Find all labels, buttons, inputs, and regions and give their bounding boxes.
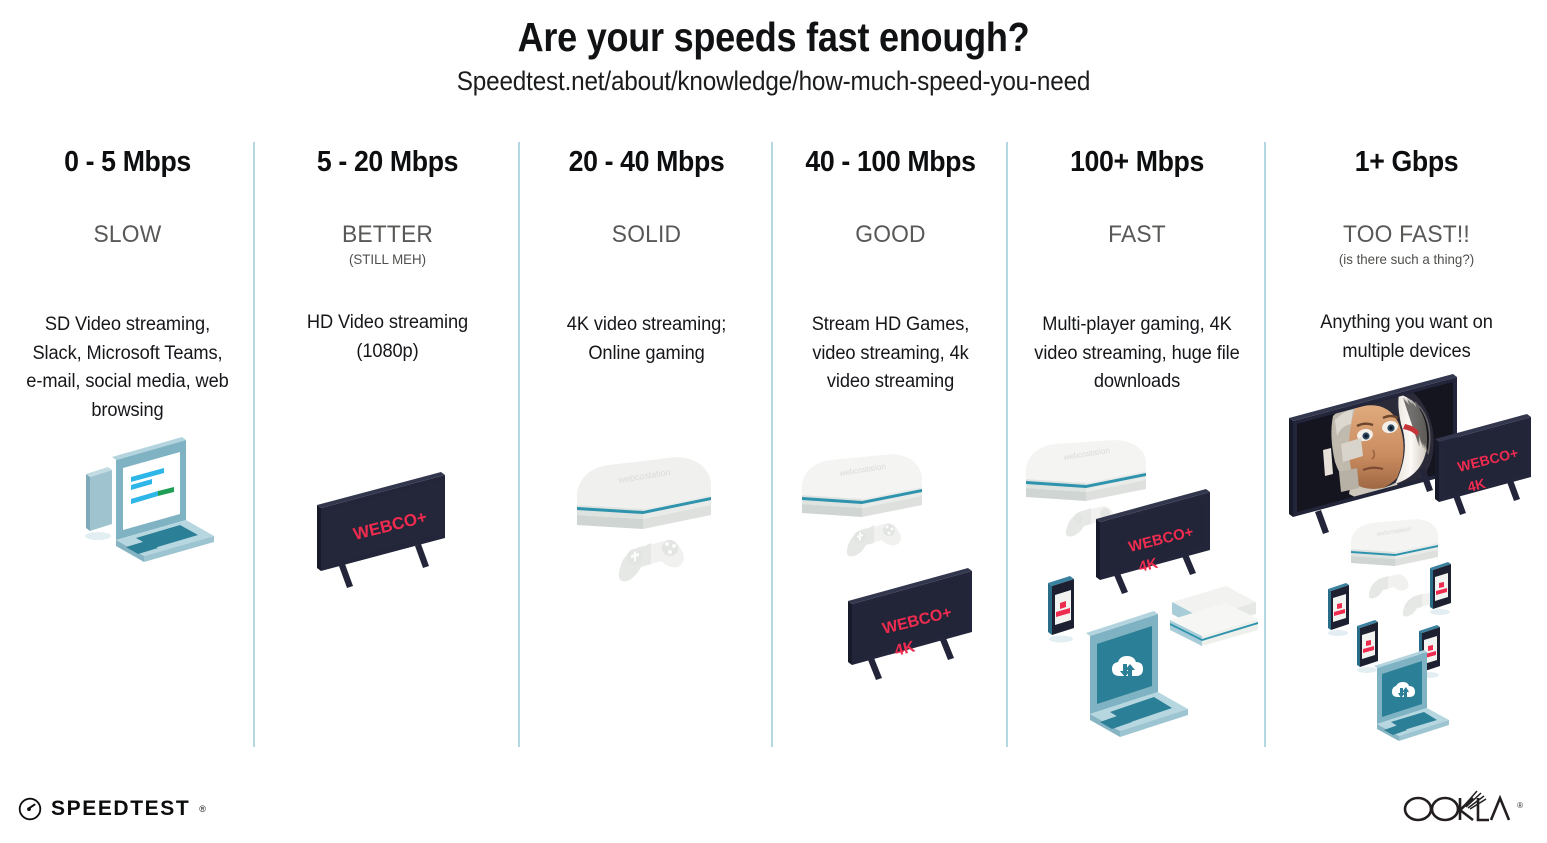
speed-tier-column-6: 1+ Gbps TOO FAST!! (is there such a thin… [1266, 132, 1547, 742]
column-divider [771, 142, 773, 747]
speed-range-label: 1+ Gbps [1354, 146, 1459, 178]
usage-description: HD Video streaming (1080p) [306, 312, 469, 362]
speed-range-label: 5 - 20 Mbps [316, 146, 459, 178]
illustration-laptop-phone [0, 432, 255, 592]
illustration-multi-device: webcostation WEBCO+ [1008, 440, 1266, 737]
page-subtitle: Speedtest.net/about/knowledge/how-much-s… [456, 66, 1091, 96]
footer: SPEEDTEST ® [0, 773, 1547, 843]
ookla-wordmark [1403, 790, 1511, 822]
speed-range-label: 0 - 5 Mbps [64, 146, 191, 178]
illustration-everything: WEBCO+ 4K webcostation [1266, 332, 1547, 741]
controller-icon [1368, 574, 1409, 599]
phone-icon [1430, 562, 1451, 615]
illustration-tv: WEBCO+ [255, 470, 520, 600]
tv-icon: WEBCO+ [316, 472, 445, 588]
illustration-console-controller: webcostation [520, 457, 773, 597]
laptop-icon [1086, 611, 1188, 737]
speed-range-label: 100+ Mbps [1070, 146, 1204, 178]
console-icon: webcostation [1026, 440, 1146, 501]
rating-label: FAST [1108, 221, 1166, 248]
laptop-icon [111, 437, 214, 562]
controller-icon [846, 523, 901, 557]
usage-description: Multi-player gaming, 4K video streaming,… [1034, 314, 1240, 392]
tv-4k-icon: WEBCO+ 4K [848, 568, 972, 680]
illustration-console-controller-tv4k: webcostation [773, 454, 1008, 680]
column-divider [518, 142, 520, 747]
speed-range-label: 40 - 100 Mbps [805, 146, 976, 178]
tv-4k-icon: WEBCO+ 4K [1096, 489, 1210, 594]
router-icon [1170, 586, 1258, 646]
controller-icon [1065, 506, 1115, 537]
phone-icon [1048, 576, 1074, 643]
phone-icon [84, 467, 112, 540]
tv-resolution-text: 4K [1137, 555, 1160, 576]
controller-icon [618, 540, 684, 582]
rating-sublabel: (is there such a thing?) [1338, 251, 1475, 267]
column-divider [1264, 142, 1266, 747]
console-icon: webcostation [1351, 519, 1438, 566]
column-divider [253, 142, 255, 747]
tv-resolution-text: 4K [1466, 475, 1487, 495]
speed-tier-column-4: 40 - 100 Mbps GOOD Stream HD Games, vide… [773, 132, 1008, 747]
rating-label: GOOD [855, 221, 926, 248]
ookla-logo: ® [1403, 789, 1523, 823]
speed-tier-column-1: 0 - 5 Mbps SLOW SD Video streaming, Slac… [0, 132, 255, 747]
speed-tier-column-5: 100+ Mbps FAST Multi-player gaming, 4K v… [1008, 132, 1266, 747]
phone-icon [1328, 583, 1349, 636]
laptop-icon [1374, 650, 1449, 741]
speed-tier-column-3: 20 - 40 Mbps SOLID 4K video streaming; O… [520, 132, 773, 747]
rating-label: SOLID [611, 221, 682, 248]
speedtest-trademark: ® [199, 804, 206, 814]
speedometer-icon [18, 797, 42, 821]
phone-icon [1357, 620, 1378, 673]
speed-tier-columns: 0 - 5 Mbps SLOW SD Video streaming, Slac… [0, 132, 1547, 747]
tv-resolution-text: 4K [893, 638, 917, 660]
console-icon: webcostation [802, 454, 922, 517]
rating-label: SLOW [93, 221, 162, 248]
console-icon: webcostation [576, 457, 711, 529]
usage-description: SD Video streaming, Slack, Microsoft Tea… [26, 314, 229, 421]
speed-tier-column-2: 5 - 20 Mbps BETTER (STILL MEH) HD Video … [255, 132, 520, 747]
rating-sublabel: (STILL MEH) [348, 251, 427, 267]
usage-description: 4K video streaming; Online gaming [566, 314, 727, 364]
rating-label: TOO FAST!! [1343, 221, 1470, 248]
tv-4k-icon: WEBCO+ 4K [1435, 414, 1531, 515]
rating-label: BETTER [341, 221, 434, 248]
speedtest-wordmark: SPEEDTEST [51, 797, 191, 820]
ookla-trademark: ® [1517, 801, 1523, 810]
speed-range-label: 20 - 40 Mbps [568, 146, 725, 178]
page-title: Are your speeds fast enough? [517, 14, 1030, 60]
header: Are your speeds fast enough? Speedtest.n… [0, 0, 1547, 97]
console-brand-text: webcostation [1375, 527, 1412, 539]
speedtest-logo: SPEEDTEST ® [18, 797, 206, 821]
usage-description: Stream HD Games, video streaming, 4k vid… [811, 314, 970, 392]
usage-description: Anything you want on multiple devices [1320, 312, 1493, 362]
column-divider [1006, 142, 1008, 747]
tv-astronaut-icon [1289, 374, 1457, 534]
